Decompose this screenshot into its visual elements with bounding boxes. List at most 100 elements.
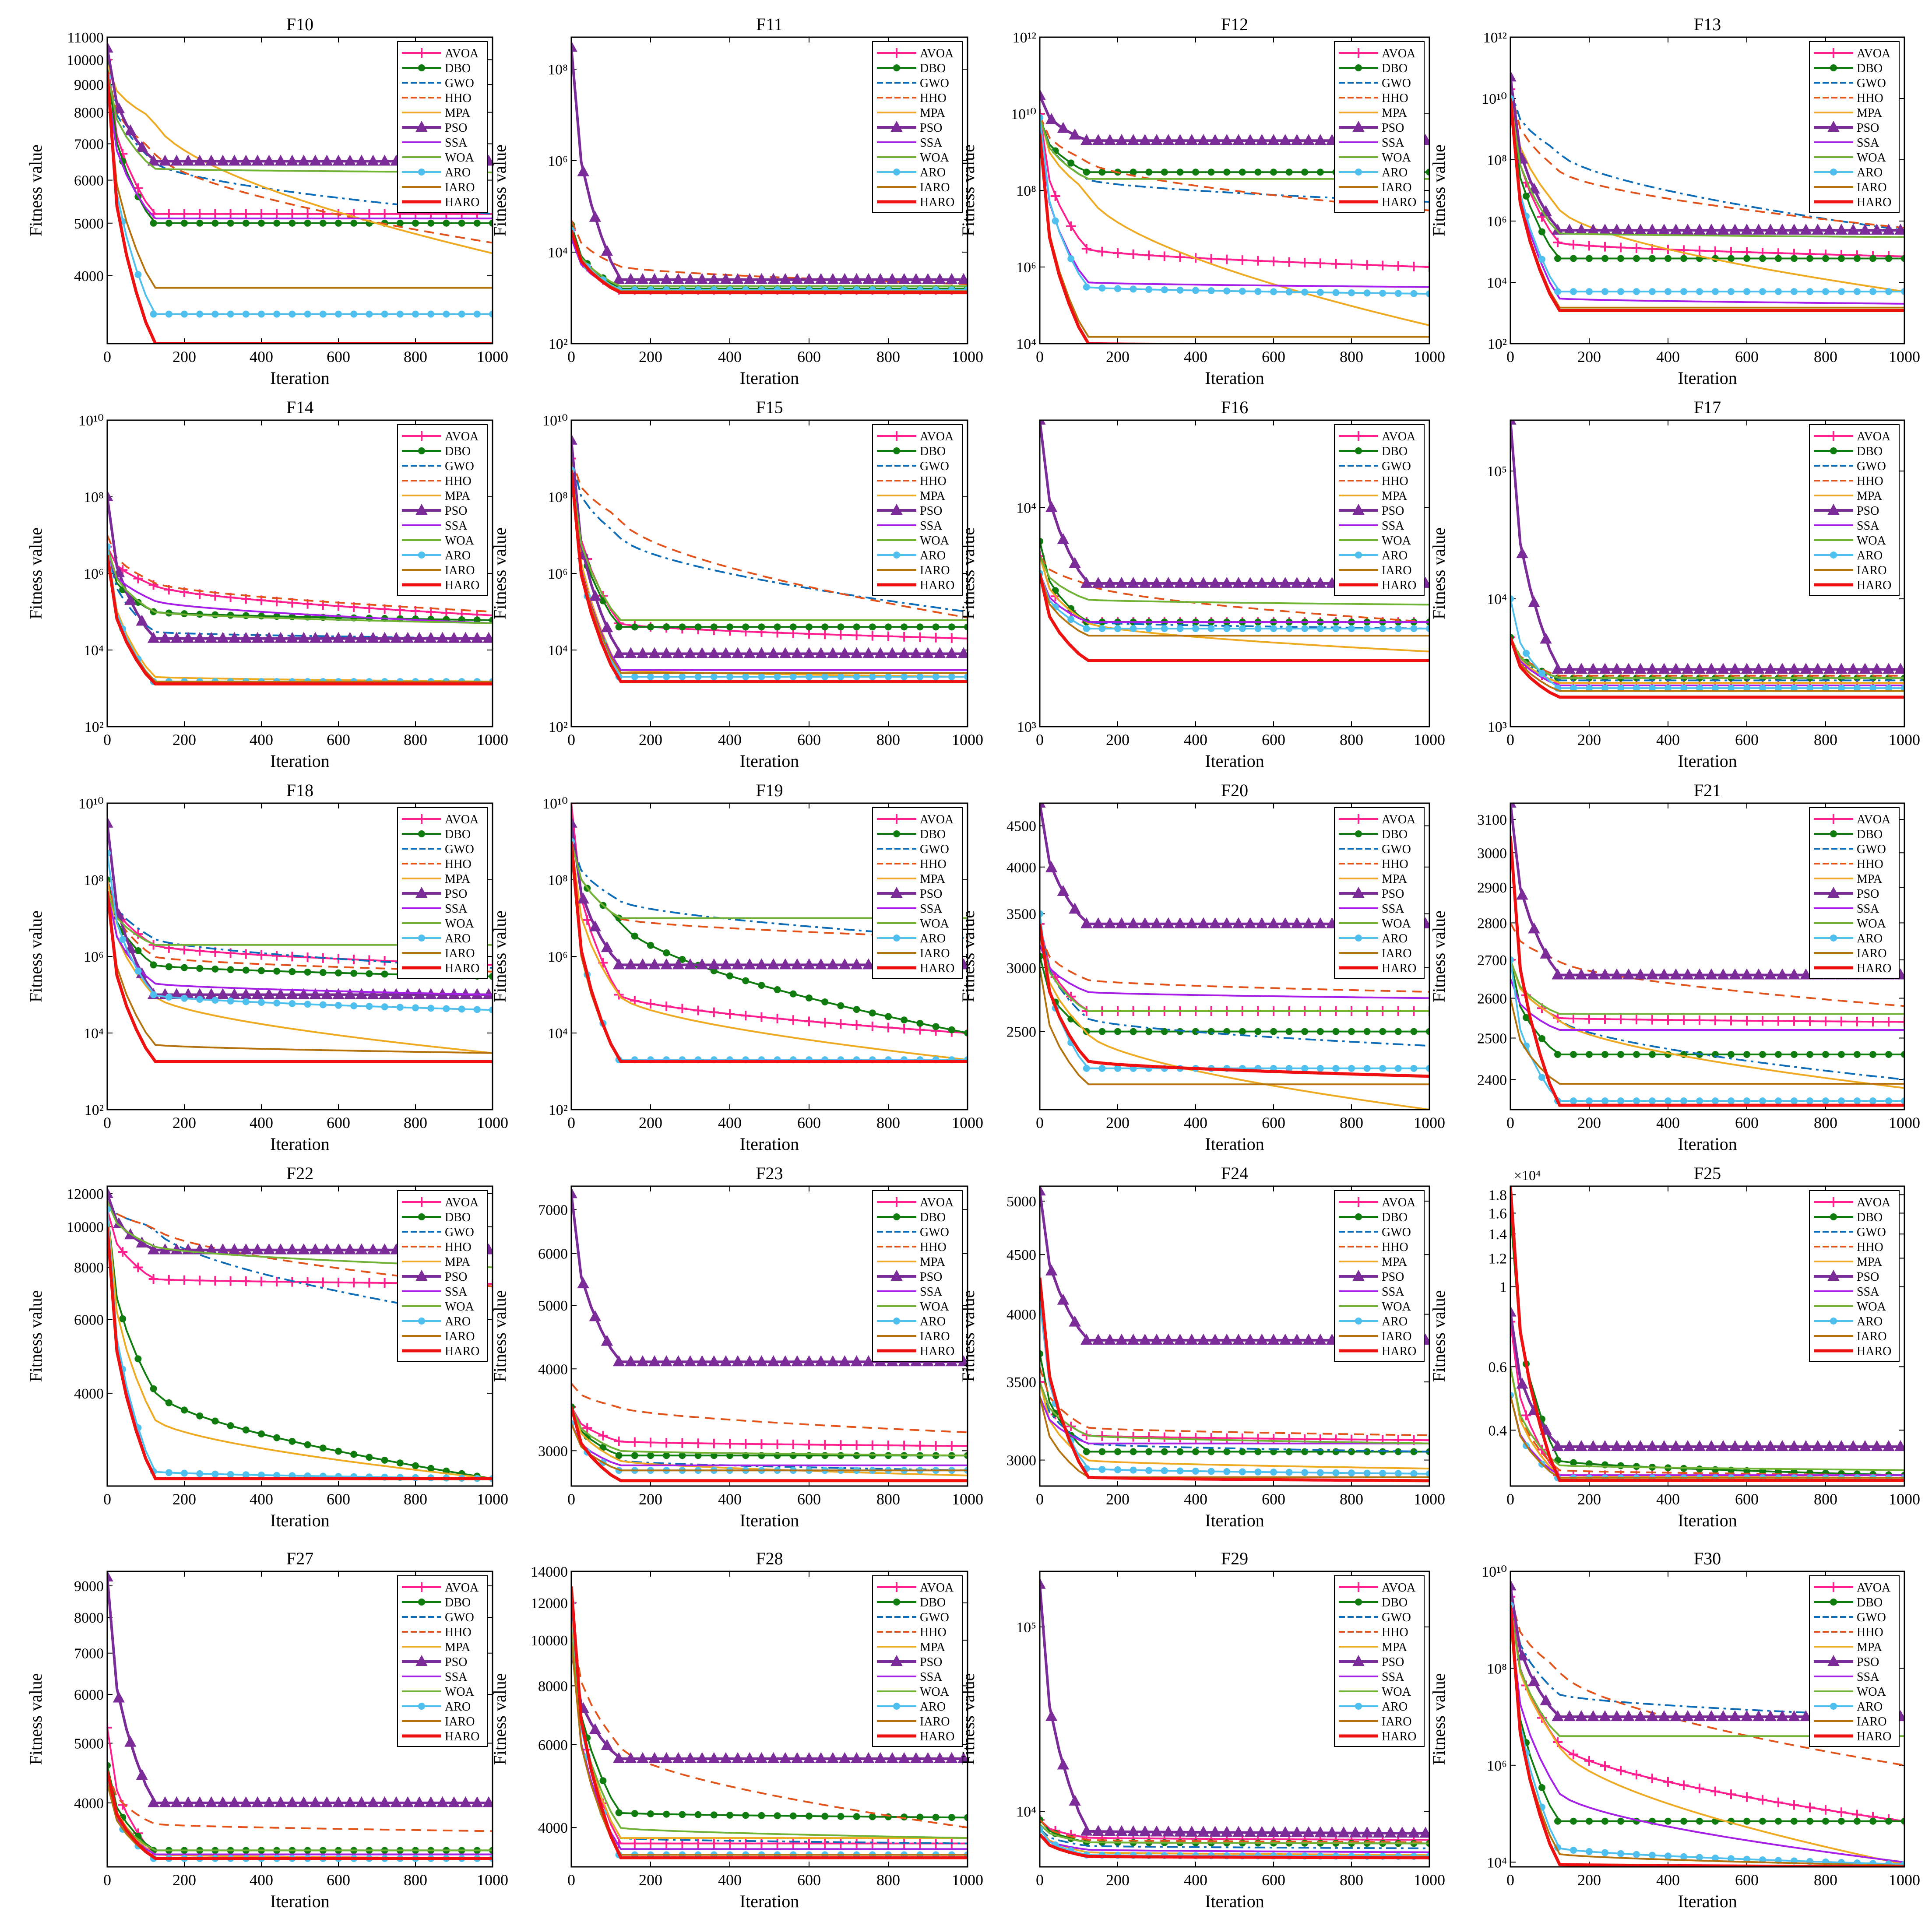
marker-dot — [1192, 1468, 1199, 1475]
x-tick-label: 1000 — [1889, 1114, 1920, 1131]
y-tick-label: 1.6 — [1489, 1205, 1507, 1222]
marker-triangle — [933, 273, 946, 284]
legend-entry-SSA: SSA — [445, 1670, 468, 1684]
series-line-WOA — [1040, 555, 1429, 606]
y-tick-label: 10⁴ — [1016, 1804, 1036, 1820]
marker-triangle — [1092, 1825, 1105, 1836]
marker-dot — [1348, 1065, 1355, 1072]
marker-dot — [1301, 1469, 1309, 1476]
marker-dot — [742, 673, 750, 681]
marker-triangle — [648, 958, 661, 970]
marker-triangle — [684, 958, 697, 970]
series-line-WOA — [1040, 934, 1429, 1012]
marker-dot — [1775, 1051, 1782, 1058]
series-line-IARO — [571, 1423, 968, 1472]
marker-triangle — [1788, 663, 1800, 674]
marker-triangle — [577, 892, 589, 904]
y-tick-label: 7000 — [74, 1646, 104, 1662]
marker-triangle — [1516, 547, 1528, 559]
marker-plus — [1159, 1432, 1169, 1442]
marker-dot — [1239, 1028, 1246, 1035]
marker-plus — [272, 951, 282, 961]
marker-triangle — [415, 120, 428, 132]
marker-dot — [443, 1005, 450, 1012]
marker-triangle — [1871, 663, 1883, 674]
marker-dot — [1791, 255, 1798, 262]
x-axis-label: Iteration — [1678, 1511, 1737, 1530]
series-group — [1510, 803, 1904, 1107]
marker-dot — [1838, 1097, 1845, 1105]
marker-dot — [418, 169, 425, 176]
marker-triangle — [571, 816, 577, 828]
marker-triangle — [1267, 917, 1280, 928]
marker-triangle — [1080, 576, 1093, 588]
marker-dot — [789, 1812, 797, 1820]
marker-triangle — [890, 120, 903, 132]
marker-plus — [1584, 1756, 1594, 1766]
marker-plus — [1354, 48, 1363, 58]
marker-dot — [1743, 1817, 1750, 1825]
marker-triangle — [170, 632, 183, 643]
y-tick-label: 1 — [1499, 1279, 1507, 1296]
marker-triangle — [1859, 223, 1871, 235]
axis-multiplier: ×10⁴ — [1514, 1167, 1541, 1183]
y-tick-label: 10¹⁰ — [1482, 1564, 1507, 1580]
marker-plus — [1144, 1432, 1154, 1442]
marker-triangle — [1291, 1826, 1303, 1838]
legend-entry-SSA: SSA — [445, 1285, 468, 1299]
x-tick-label: 600 — [327, 1114, 350, 1131]
chart-title: F19 — [756, 780, 783, 800]
y-tick-label: 10¹⁰ — [78, 796, 104, 812]
marker-triangle — [660, 1752, 672, 1763]
marker-plus — [963, 633, 968, 643]
marker-dot — [1363, 1065, 1371, 1072]
legend-entry-SSA: SSA — [445, 519, 468, 533]
marker-triangle — [1069, 128, 1081, 140]
marker-triangle — [1705, 968, 1717, 980]
x-tick-label: 200 — [172, 1871, 196, 1889]
marker-triangle — [1127, 917, 1140, 928]
y-tick-label: 10⁸ — [1016, 183, 1036, 199]
marker-plus — [118, 1800, 128, 1810]
legend-entry-ARO: ARO — [920, 549, 946, 562]
marker-triangle — [1693, 223, 1706, 235]
marker-dot — [1355, 169, 1362, 176]
marker-plus — [947, 633, 957, 643]
marker-triangle — [1705, 1440, 1717, 1451]
marker-dot — [1161, 1467, 1168, 1474]
x-tick-label: 0 — [103, 348, 111, 365]
marker-triangle — [1670, 663, 1682, 674]
marker-dot — [396, 219, 404, 227]
series-line-GWO — [107, 69, 493, 215]
marker-triangle — [378, 1243, 391, 1254]
series-line-WOA — [1510, 1366, 1904, 1471]
marker-triangle — [1080, 917, 1093, 928]
series-line-SSA — [1510, 1395, 1904, 1476]
marker-dot — [1394, 1470, 1402, 1477]
y-axis-label: Fitness value — [958, 527, 978, 619]
marker-triangle — [612, 1355, 625, 1367]
marker-triangle — [1693, 968, 1706, 980]
marker-triangle — [1658, 968, 1670, 980]
marker-dot — [631, 623, 638, 631]
marker-dot — [1285, 625, 1293, 632]
marker-triangle — [732, 647, 744, 658]
marker-dot — [1316, 1065, 1324, 1072]
x-tick-label: 200 — [1577, 1490, 1601, 1508]
marker-triangle — [1174, 134, 1186, 145]
marker-dot — [1410, 290, 1418, 297]
marker-dot — [1854, 685, 1861, 692]
marker-triangle — [1302, 134, 1315, 145]
marker-plus — [741, 1838, 751, 1848]
x-tick-label: 600 — [1262, 1114, 1285, 1131]
marker-dot — [1570, 1459, 1577, 1466]
marker-triangle — [298, 632, 310, 643]
x-tick-label: 600 — [1735, 1490, 1759, 1508]
marker-triangle — [815, 273, 827, 284]
series-line-SSA — [1510, 978, 1904, 1031]
marker-triangle — [1741, 1710, 1753, 1722]
x-tick-label: 800 — [876, 1490, 900, 1508]
